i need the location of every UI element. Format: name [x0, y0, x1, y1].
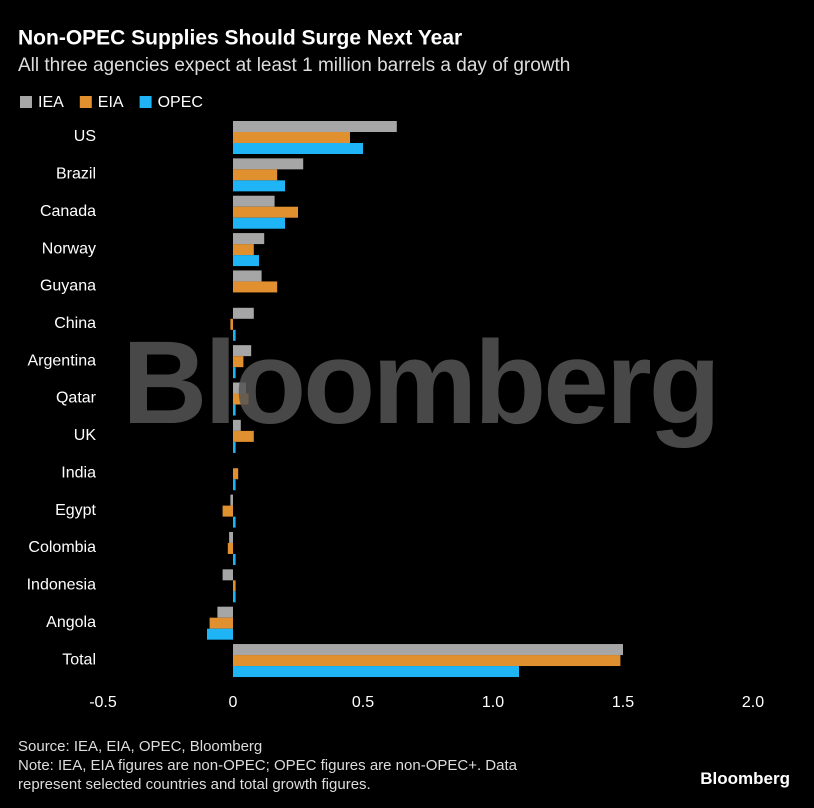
y-tick-label: Colombia — [28, 539, 96, 556]
bar — [233, 180, 285, 192]
legend-swatch — [79, 96, 92, 108]
bar — [233, 644, 623, 656]
bar — [230, 494, 233, 506]
y-tick-label: China — [54, 315, 96, 332]
bar — [233, 255, 259, 267]
y-tick-label: Canada — [40, 203, 96, 220]
bar — [233, 206, 298, 218]
legend-swatch — [139, 96, 152, 108]
bar — [233, 121, 397, 132]
x-tick-label: 1.5 — [612, 694, 634, 711]
y-tick-label: UK — [74, 427, 97, 444]
bar — [233, 382, 246, 394]
y-tick-label: Indonesia — [27, 577, 96, 594]
watermark: Bloomberg — [122, 317, 718, 449]
x-tick-label: 0 — [229, 694, 238, 711]
y-tick-label: US — [74, 128, 96, 145]
bar — [233, 270, 262, 282]
bar — [222, 505, 233, 517]
x-tick-label: 0.5 — [352, 694, 374, 711]
bar — [209, 617, 233, 629]
legend-swatch — [20, 96, 32, 108]
x-tick-label: 2.0 — [742, 694, 764, 711]
bar — [233, 217, 285, 229]
bar — [233, 244, 254, 256]
legend-label: EIA — [98, 94, 124, 111]
bar — [233, 345, 252, 357]
bar — [233, 666, 519, 678]
bar — [233, 516, 236, 528]
x-tick-label: 1.0 — [482, 694, 504, 711]
y-tick-label: Total — [62, 651, 96, 668]
legend-label: IEA — [38, 94, 64, 111]
bar — [233, 393, 249, 405]
bar — [233, 404, 236, 416]
y-tick-label: Angola — [46, 614, 96, 631]
bar — [233, 132, 350, 143]
y-tick-label: Brazil — [56, 166, 96, 183]
bar — [207, 628, 233, 640]
bar — [233, 195, 275, 207]
bar — [227, 542, 233, 554]
bar — [233, 419, 241, 431]
bar — [229, 531, 233, 543]
y-tick-label: Egypt — [55, 502, 96, 519]
bar — [233, 553, 236, 565]
chart-subtitle: All three agencies expect at least 1 mil… — [18, 55, 570, 76]
legend-label: OPEC — [158, 94, 203, 111]
bar — [233, 430, 254, 442]
bar — [233, 329, 236, 341]
bar — [233, 441, 236, 453]
note: Note: IEA, EIA figures are non-OPEC; OPE… — [18, 757, 517, 793]
bar — [233, 367, 236, 379]
y-tick-label: Norway — [42, 240, 96, 257]
logo: Bloomberg — [700, 769, 790, 788]
bar — [233, 281, 278, 293]
bar — [217, 606, 233, 618]
y-tick-label: Qatar — [56, 390, 97, 407]
bar — [233, 591, 236, 603]
bar — [222, 569, 233, 581]
chart-title: Non-OPEC Supplies Should Surge Next Year — [18, 27, 462, 50]
bar — [233, 468, 239, 480]
bar — [233, 655, 621, 667]
bar — [233, 169, 278, 181]
bar — [233, 143, 363, 154]
source: Source: IEA, EIA, OPEC, Bloomberg — [18, 738, 263, 755]
y-tick-label: Argentina — [28, 352, 97, 369]
bar — [233, 233, 265, 245]
bar — [233, 158, 304, 170]
bar — [230, 318, 233, 330]
y-tick-label: India — [61, 464, 96, 481]
bar — [233, 356, 244, 368]
bar — [233, 580, 236, 592]
bar — [233, 479, 236, 491]
x-tick-label: -0.5 — [89, 694, 117, 711]
y-tick-label: Guyana — [40, 278, 96, 295]
bar — [233, 307, 254, 319]
